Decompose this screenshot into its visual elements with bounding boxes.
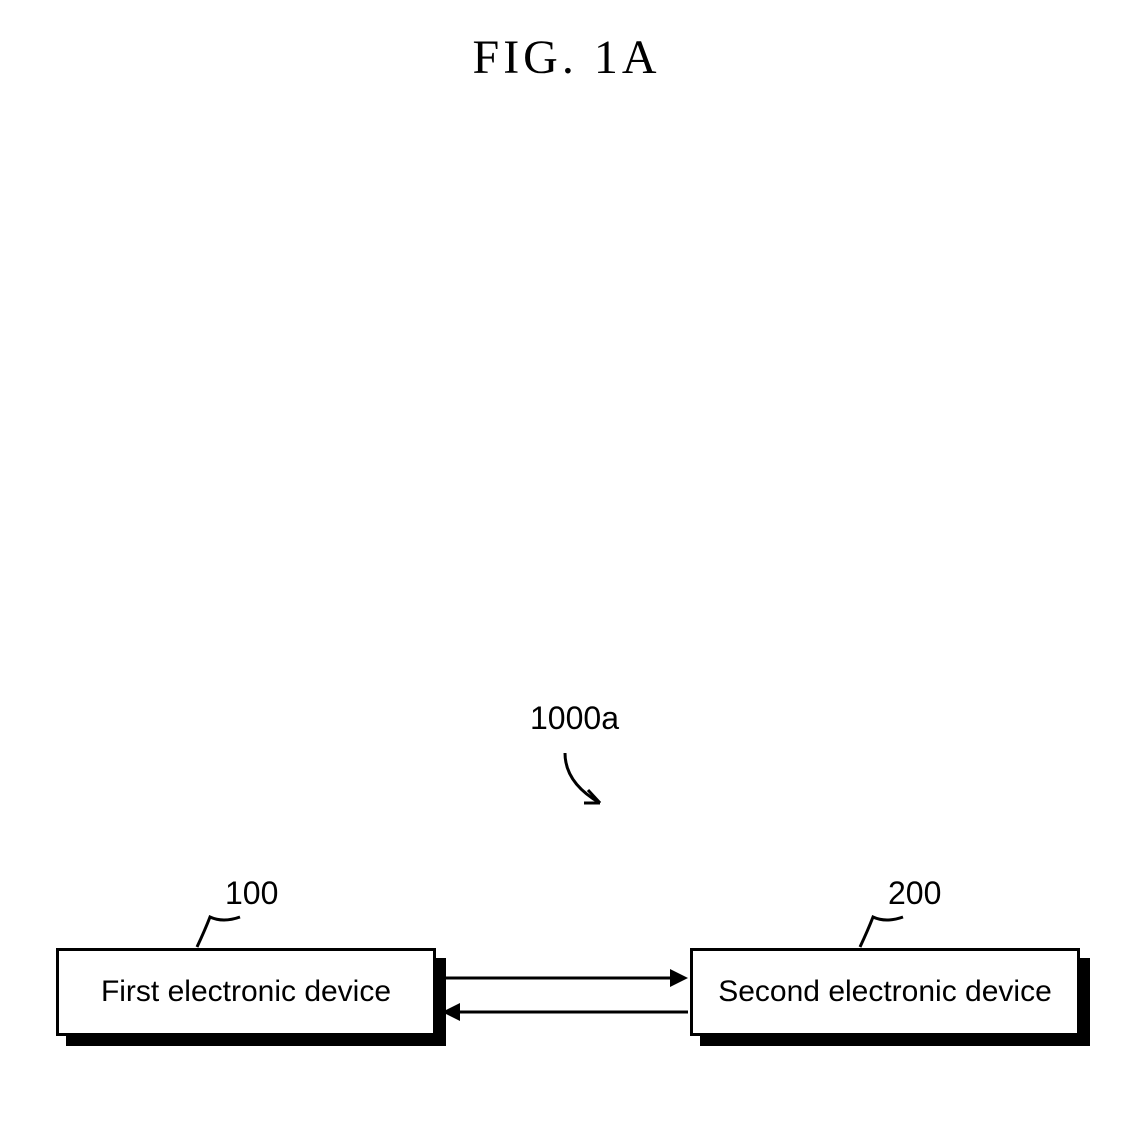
bidirectional-arrows	[440, 960, 690, 1030]
figure-title: FIG. 1A	[472, 30, 660, 85]
system-ref-number: 1000a	[530, 700, 619, 737]
device2-ref-number: 200	[888, 875, 941, 912]
device1-label: First electronic device	[101, 975, 391, 1009]
device2-label: Second electronic device	[718, 975, 1052, 1009]
device1-ref-number: 100	[225, 875, 278, 912]
device1-box: First electronic device	[56, 948, 436, 1036]
device2-box: Second electronic device	[690, 948, 1080, 1036]
system-pointer-arrow	[560, 748, 640, 828]
